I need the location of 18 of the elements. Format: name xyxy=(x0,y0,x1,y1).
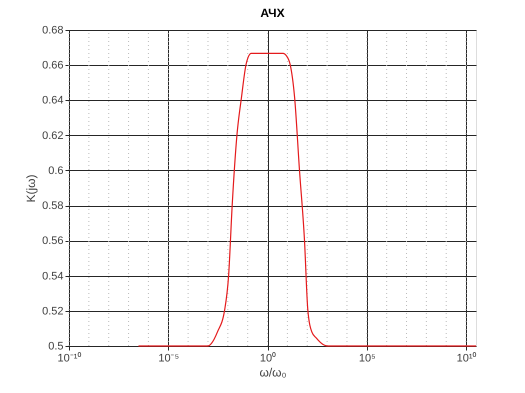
y-tick-label: 0.64 xyxy=(42,94,64,107)
y-tick-label: 0.62 xyxy=(42,130,64,142)
y-tick-label: 0.6 xyxy=(48,164,64,177)
y-tick-label: 0.52 xyxy=(42,305,64,318)
y-tick-label: 0.66 xyxy=(42,60,64,72)
x-tick-label: 10⁵ xyxy=(358,352,376,364)
chart-title: АЧХ xyxy=(260,6,285,20)
x-axis-title: ω/ω₀ xyxy=(259,366,287,380)
x-tick-label: 10⁰ xyxy=(260,352,276,364)
y-axis-title: K(jω) xyxy=(24,174,38,203)
y-tick-label: 0.56 xyxy=(42,235,64,248)
y-tick-label: 0.5 xyxy=(48,340,64,352)
x-tick-label: 10⁻⁵ xyxy=(158,352,180,364)
y-tick-label: 0.68 xyxy=(42,24,64,36)
y-tick-label: 0.54 xyxy=(42,270,64,282)
y-tick-label: 0.58 xyxy=(42,200,64,212)
x-tick-label: 10⁻¹⁰ xyxy=(58,352,82,364)
x-tick-label: 10¹⁰ xyxy=(456,352,477,364)
